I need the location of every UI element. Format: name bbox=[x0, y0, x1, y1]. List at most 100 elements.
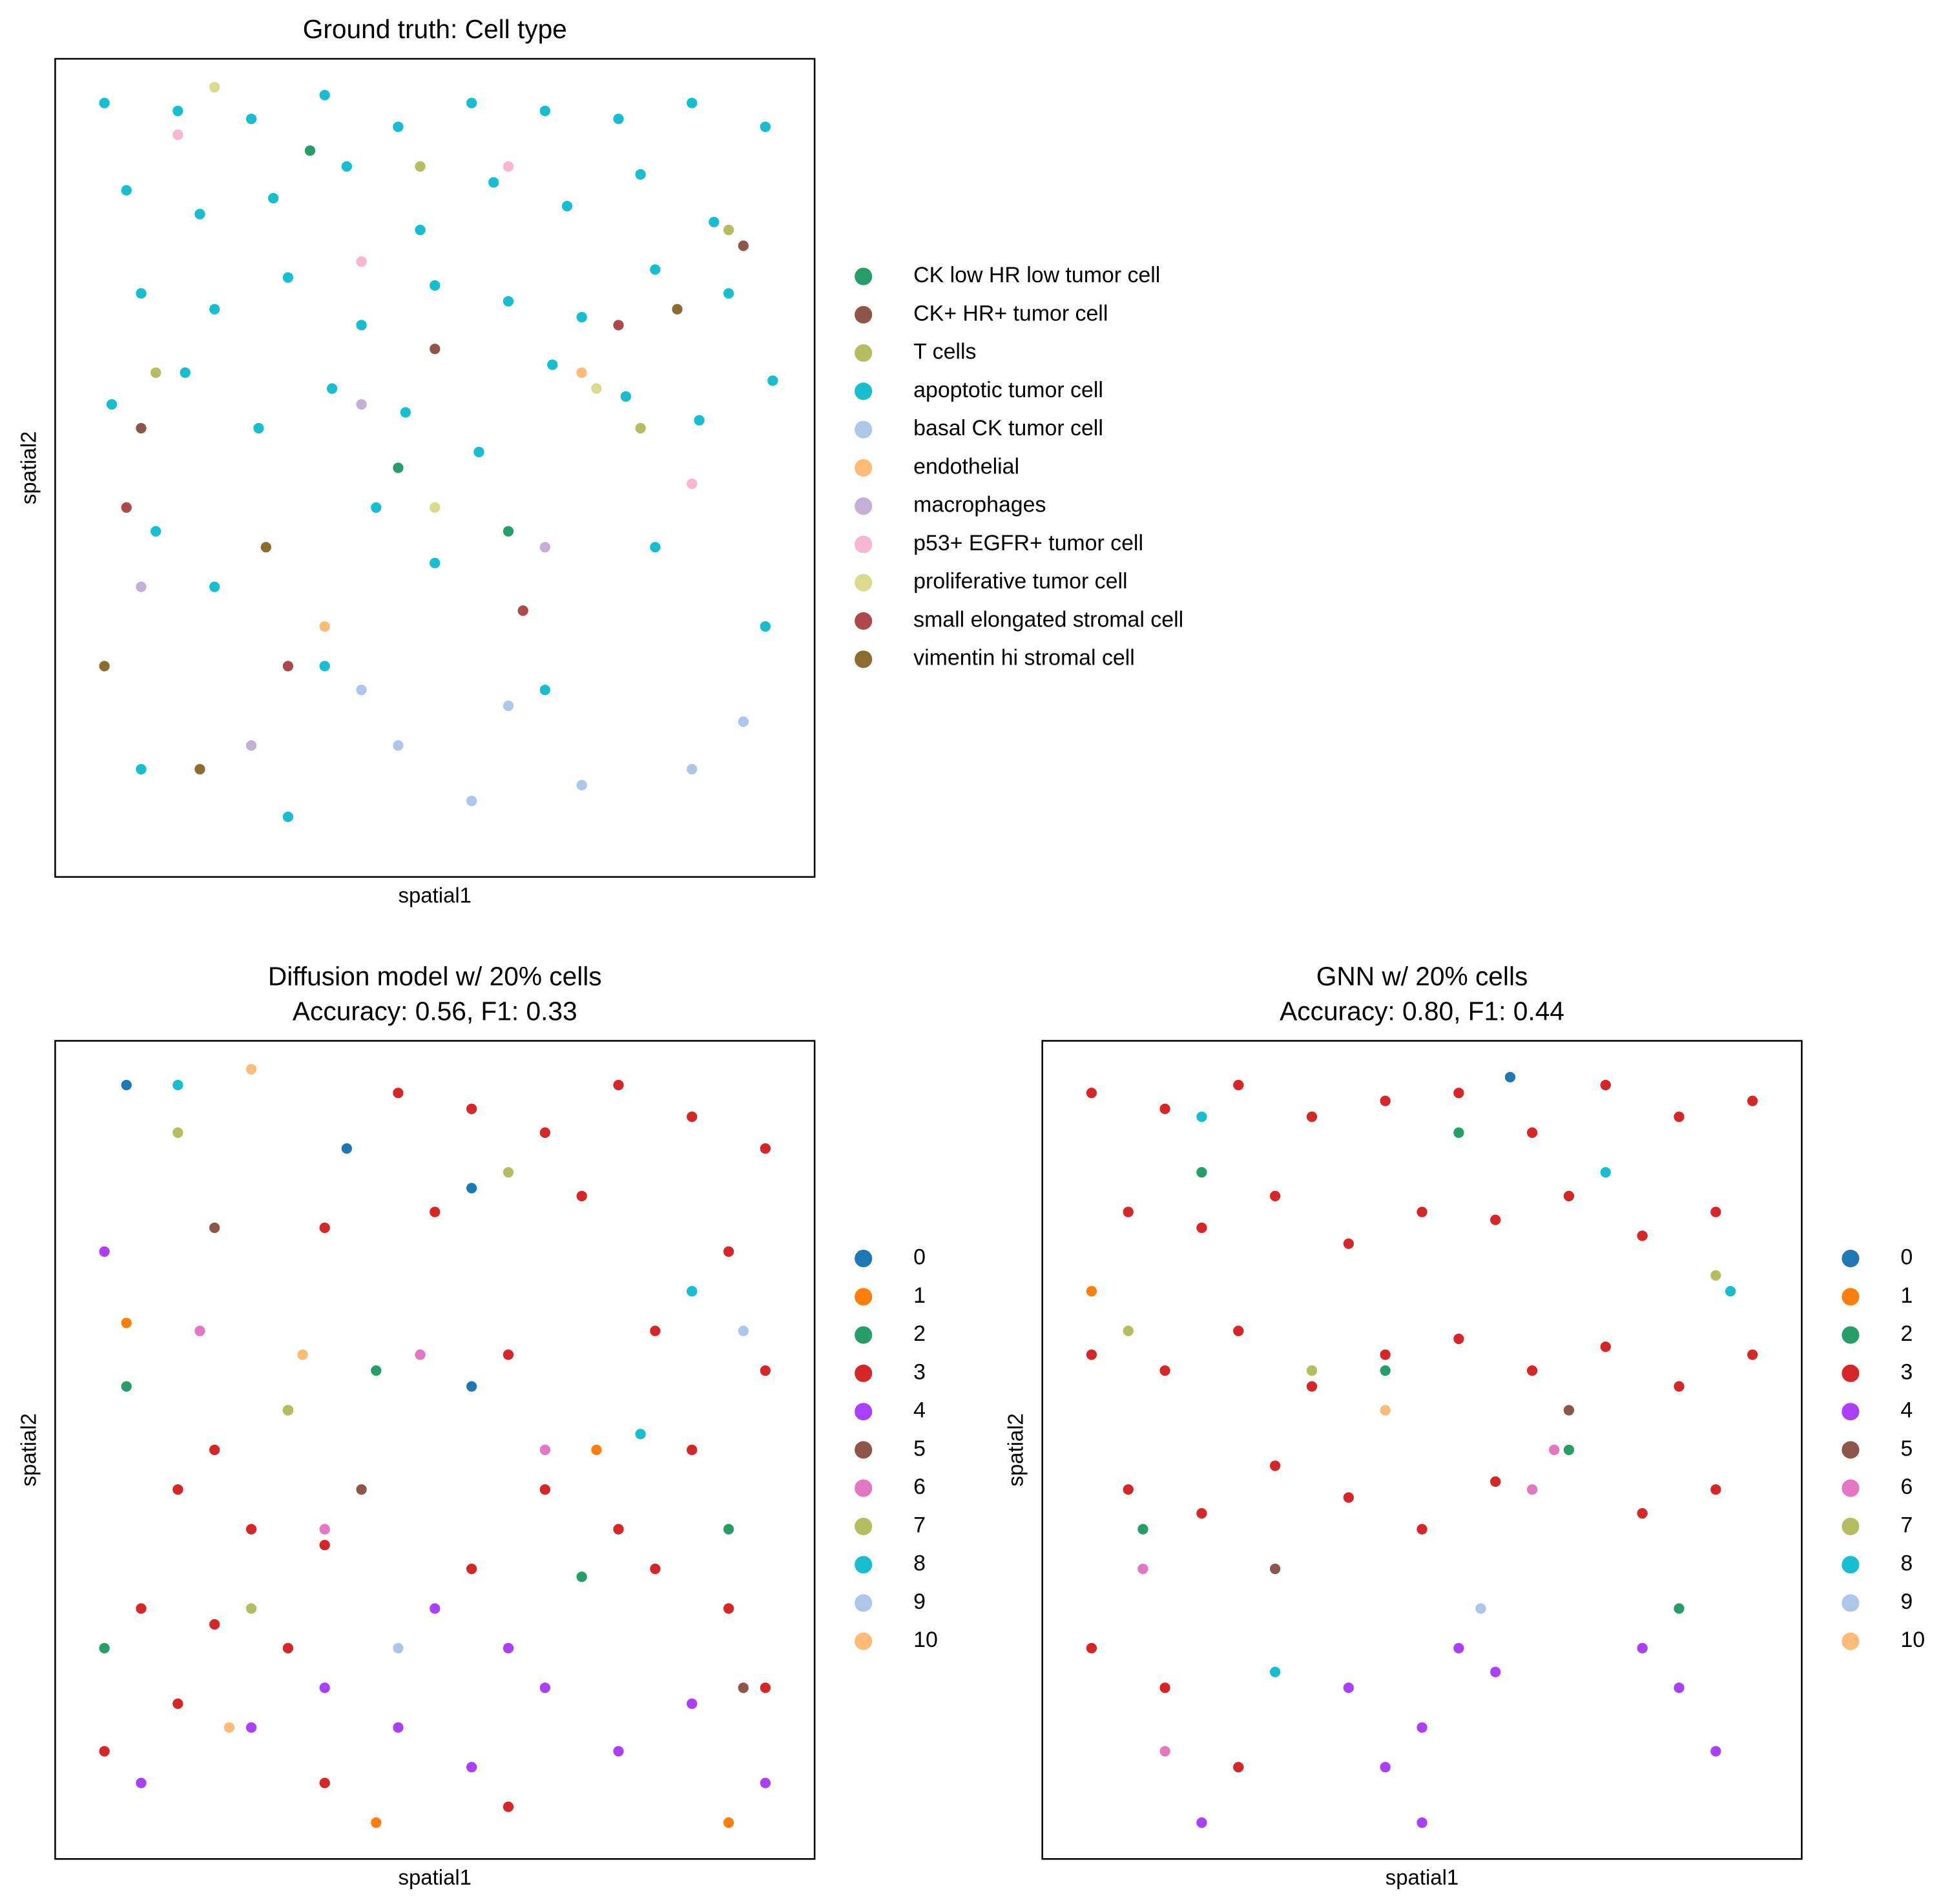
cell-point bbox=[1417, 1817, 1428, 1828]
cell-point bbox=[1600, 1079, 1611, 1091]
cell-point bbox=[561, 201, 573, 212]
legend-marker bbox=[1842, 1517, 1860, 1535]
cell-point bbox=[172, 1698, 183, 1709]
cell-point bbox=[517, 605, 528, 616]
cell-point bbox=[1637, 1642, 1648, 1654]
legend-marker bbox=[855, 382, 873, 400]
cell-point bbox=[539, 1484, 550, 1495]
legend-marker bbox=[855, 1594, 873, 1612]
legend-marker bbox=[855, 305, 873, 324]
x-axis-label: spatial1 bbox=[399, 883, 472, 907]
y-axis-label: spatial2 bbox=[16, 431, 40, 504]
cell-point bbox=[245, 740, 257, 751]
cell-point bbox=[709, 216, 720, 227]
cell-point bbox=[194, 209, 205, 220]
cell-point bbox=[503, 1166, 514, 1178]
cell-point bbox=[620, 391, 632, 402]
cell-point bbox=[576, 1571, 587, 1582]
cell-point bbox=[121, 502, 132, 513]
cell-point bbox=[1490, 1666, 1501, 1677]
cell-point bbox=[1123, 1206, 1134, 1217]
cell-point bbox=[121, 1318, 132, 1329]
legend-label: small elongated stromal cell bbox=[913, 607, 1183, 632]
cell-point bbox=[473, 446, 484, 457]
cell-point bbox=[635, 1429, 646, 1440]
cell-point bbox=[1137, 1524, 1148, 1535]
cell-point bbox=[172, 1127, 183, 1138]
cell-point bbox=[488, 177, 499, 188]
cell-point bbox=[319, 621, 330, 632]
legend-label: 10 bbox=[913, 1628, 938, 1652]
cell-point bbox=[1196, 1166, 1207, 1178]
cell-point bbox=[576, 311, 587, 323]
cell-point bbox=[430, 344, 441, 355]
legend-label: 8 bbox=[913, 1551, 926, 1576]
x-axis-label: spatial1 bbox=[1386, 1865, 1459, 1889]
cell-point bbox=[687, 1111, 698, 1123]
cell-point bbox=[430, 280, 441, 291]
cell-point bbox=[1137, 1563, 1148, 1575]
y-axis-label: spatial2 bbox=[1004, 1413, 1028, 1486]
cell-point bbox=[297, 1349, 308, 1360]
cell-point bbox=[760, 1682, 771, 1693]
cell-point bbox=[400, 407, 411, 418]
cell-point bbox=[738, 240, 749, 251]
cell-point bbox=[1490, 1476, 1501, 1487]
cell-point bbox=[687, 1698, 698, 1709]
cell-point bbox=[209, 1222, 220, 1234]
cell-point bbox=[1674, 1682, 1685, 1693]
legend-marker bbox=[1842, 1479, 1860, 1497]
legend-marker bbox=[855, 1517, 873, 1535]
cell-point bbox=[466, 1563, 477, 1575]
cell-point bbox=[687, 763, 698, 775]
cell-point bbox=[1563, 1405, 1575, 1416]
y-axis-label: spatial2 bbox=[16, 1413, 40, 1486]
cell-point bbox=[136, 763, 147, 775]
cell-point bbox=[1343, 1492, 1354, 1503]
cell-point bbox=[136, 1777, 147, 1788]
cell-point bbox=[1504, 1071, 1516, 1082]
cell-point bbox=[635, 422, 646, 434]
cell-point bbox=[430, 557, 441, 568]
legend-label: 9 bbox=[913, 1589, 926, 1614]
legend-marker bbox=[1842, 1249, 1860, 1268]
cell-point bbox=[591, 383, 602, 394]
cell-point bbox=[393, 740, 404, 751]
legend-label: macrophages bbox=[913, 493, 1046, 517]
cell-point bbox=[282, 272, 294, 283]
cell-point bbox=[356, 256, 367, 267]
cell-point bbox=[319, 1524, 330, 1535]
cell-point bbox=[767, 375, 778, 386]
plot-frame bbox=[54, 57, 816, 878]
chart-subtitle: Accuracy: 0.56, F1: 0.33 bbox=[293, 997, 577, 1026]
cell-point bbox=[1380, 1761, 1391, 1773]
cell-point bbox=[576, 1190, 587, 1202]
cell-point bbox=[1233, 1325, 1244, 1336]
legend-marker bbox=[855, 267, 873, 285]
cell-point bbox=[393, 121, 404, 132]
legend-label: p53+ EGFR+ tumor cell bbox=[913, 531, 1143, 555]
cell-point bbox=[539, 1127, 550, 1138]
cell-point bbox=[1710, 1206, 1721, 1217]
legend-marker bbox=[855, 497, 873, 515]
legend-marker bbox=[855, 1249, 873, 1268]
cell-point bbox=[260, 542, 271, 553]
cell-point bbox=[1196, 1817, 1207, 1828]
legend-marker bbox=[855, 612, 873, 630]
cell-point bbox=[503, 700, 514, 711]
legend-marker bbox=[855, 420, 873, 439]
cell-point bbox=[99, 661, 110, 672]
cell-point bbox=[371, 502, 382, 513]
legend-label: endothelial bbox=[913, 454, 1019, 479]
cell-point bbox=[466, 1183, 477, 1194]
cell-point bbox=[245, 1603, 257, 1614]
legend-label: 7 bbox=[913, 1513, 926, 1537]
cell-point bbox=[1475, 1603, 1486, 1614]
cell-point bbox=[172, 1079, 183, 1091]
legend-marker bbox=[855, 1479, 873, 1497]
cell-point bbox=[1674, 1111, 1685, 1123]
cell-point bbox=[151, 526, 161, 537]
legend-marker bbox=[1842, 1594, 1860, 1612]
cell-point bbox=[503, 526, 514, 537]
